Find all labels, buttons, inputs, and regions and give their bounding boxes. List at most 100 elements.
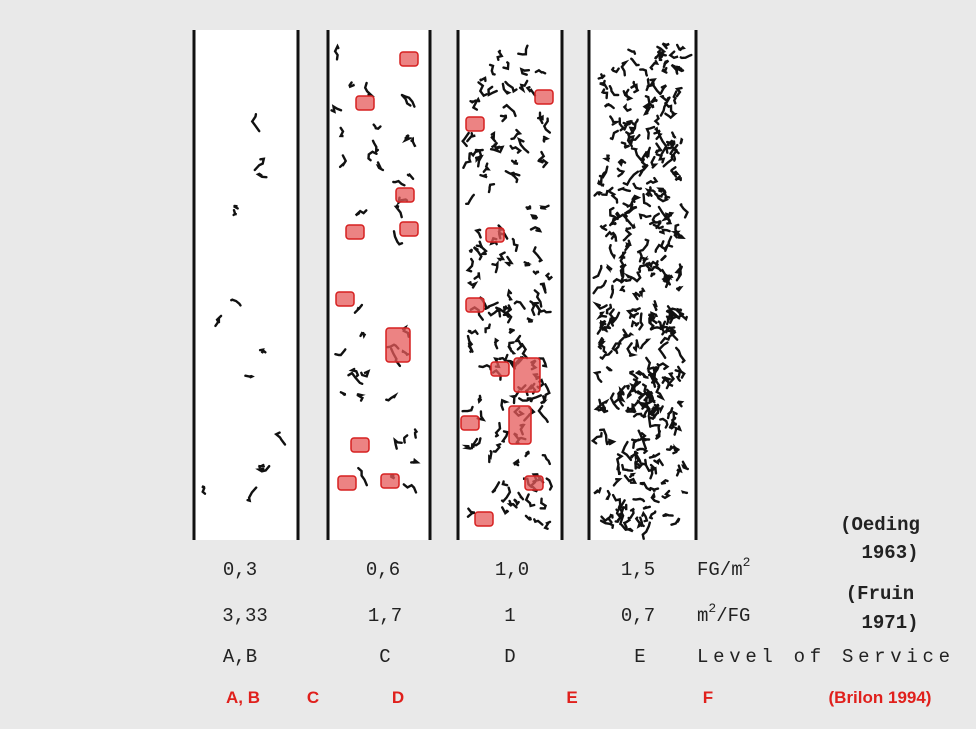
pedestrian-glyph: [513, 300, 526, 310]
area-value: 1,7: [368, 605, 402, 627]
pedestrian-glyph: [622, 199, 634, 208]
pedestrian-glyph: [664, 276, 672, 289]
pedestrian-glyph: [672, 149, 678, 162]
pedestrian-glyph: [662, 59, 670, 69]
pedestrian-glyph: [477, 81, 488, 98]
pedestrian-glyph: [607, 513, 614, 520]
pedestrian-glyph: [413, 428, 419, 439]
pedestrian-glyph: [631, 438, 641, 449]
pedestrian-glyph: [623, 474, 638, 484]
pedestrian-glyph: [599, 224, 608, 231]
pedestrian-glyph: [518, 79, 529, 94]
marker-box: [350, 437, 370, 453]
pedestrian-glyph: [494, 421, 502, 438]
pedestrian-glyph: [500, 486, 512, 504]
pedestrian-glyph: [653, 130, 663, 140]
pedestrian-glyph: [619, 285, 626, 293]
pedestrian-glyph: [359, 331, 367, 340]
pedestrian-glyph: [621, 463, 634, 472]
pedestrian-glyph: [462, 152, 472, 169]
pedestrian-glyph: [641, 255, 650, 265]
pedestrian-glyph: [517, 491, 525, 501]
pedestrian-glyph: [250, 113, 261, 133]
pedestrian-glyph: [649, 486, 660, 493]
pedestrian-glyph: [501, 82, 512, 95]
pedestrian-glyph: [647, 265, 660, 272]
pedestrian-glyph: [666, 139, 676, 147]
pedestrian-glyph: [511, 237, 519, 252]
pedestrian-glyph: [664, 102, 675, 115]
pedestrian-glyph: [330, 104, 343, 114]
pedestrian-glyph: [406, 173, 415, 180]
pedestrian-glyph: [605, 365, 613, 372]
pedestrian-glyph: [478, 240, 488, 256]
strip: [194, 30, 298, 540]
pedestrian-glyph: [348, 81, 355, 89]
pedestrian-glyph: [666, 407, 674, 420]
pedestrian-glyph: [541, 454, 551, 466]
pedestrian-glyph: [668, 410, 678, 429]
pedestrian-glyph: [508, 390, 520, 405]
pedestrian-glyph: [491, 481, 501, 494]
pedestrian-glyph: [618, 117, 626, 132]
pedestrian-glyph: [509, 144, 523, 154]
pedestrian-glyph: [519, 67, 531, 76]
pedestrian-glyph: [593, 398, 605, 412]
pedestrian-glyph: [641, 383, 650, 402]
brilon-value: C: [307, 688, 319, 707]
pedestrian-glyph: [500, 430, 510, 443]
source: (Fruin: [846, 583, 914, 605]
pedestrian-glyph: [623, 272, 634, 282]
pedestrian-glyph: [623, 203, 634, 218]
pedestrian-glyph: [502, 61, 510, 71]
pedestrian-glyph: [639, 338, 652, 350]
pedestrian-glyph: [626, 406, 637, 414]
pedestrian-glyph: [512, 458, 520, 467]
pedestrian-glyph: [617, 499, 626, 513]
pedestrian-glyph: [674, 223, 681, 238]
pedestrian-glyph: [617, 391, 625, 407]
density-value: 0,3: [223, 559, 257, 581]
source: 1971): [861, 612, 918, 634]
pedestrian-glyph: [487, 183, 496, 194]
pedestrian-glyph: [653, 458, 664, 467]
pedestrian-glyph: [598, 171, 606, 188]
brilon-value: A, B: [226, 688, 260, 707]
pedestrian-glyph: [230, 298, 242, 307]
pedestrian-glyph: [675, 346, 686, 364]
pedestrian-glyph: [646, 78, 657, 88]
pedestrian-glyph: [479, 173, 488, 179]
pedestrian-glyph: [620, 141, 630, 149]
pedestrian-glyph: [524, 493, 536, 508]
pedestrian-glyph: [537, 150, 546, 164]
pedestrian-glyph: [625, 131, 633, 148]
pedestrian-glyph: [626, 219, 636, 230]
pedestrian-glyph: [657, 341, 669, 359]
pedestrian-glyph: [466, 281, 479, 289]
pedestrian-glyph: [467, 329, 479, 335]
pedestrian-glyph: [491, 259, 499, 274]
los-value: E: [634, 646, 645, 668]
pedestrian-glyph: [665, 310, 675, 324]
pedestrian-glyph: [641, 238, 650, 252]
pedestrian-glyph: [660, 254, 667, 261]
pedestrian-glyph: [475, 148, 484, 163]
pedestrian-glyph: [544, 272, 553, 281]
pedestrian-glyph: [620, 265, 625, 283]
pedestrian-glyph: [638, 287, 646, 299]
pedestrian-glyph: [638, 312, 644, 331]
pedestrian-glyph: [530, 213, 538, 220]
marker-box: [337, 475, 357, 491]
pedestrian-glyph: [524, 514, 532, 521]
pedestrian-glyph: [630, 378, 638, 393]
unit-base: m: [697, 605, 708, 627]
pedestrian-glyph: [641, 438, 647, 450]
pedestrian-glyph: [630, 57, 640, 67]
pedestrian-glyph: [393, 437, 403, 450]
pedestrian-glyph: [473, 272, 481, 281]
pedestrian-glyph: [639, 481, 652, 492]
pedestrian-glyph: [629, 83, 639, 91]
pedestrian-glyph: [673, 425, 683, 436]
pedestrian-glyph: [658, 52, 667, 62]
pedestrian-glyph: [609, 392, 620, 410]
